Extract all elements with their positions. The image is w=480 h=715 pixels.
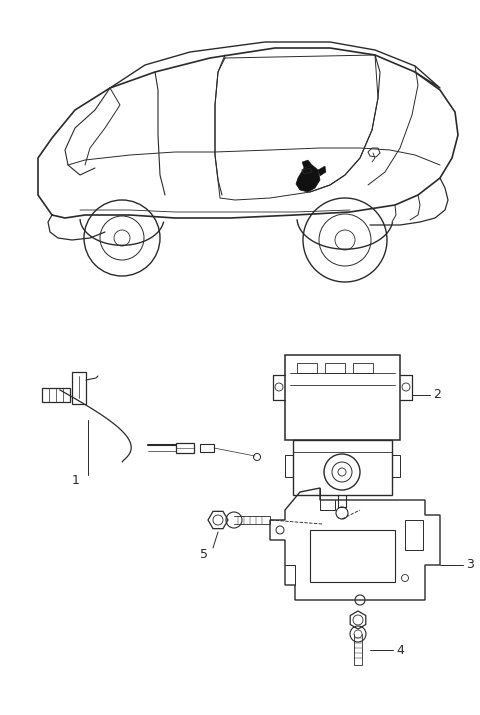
Bar	[176, 443, 194, 453]
Bar	[405, 520, 423, 550]
Bar	[285, 355, 400, 440]
Bar	[297, 363, 317, 373]
Text: 2: 2	[433, 388, 441, 402]
Polygon shape	[302, 160, 312, 168]
Bar	[200, 444, 214, 452]
Text: 4: 4	[396, 644, 404, 656]
Bar	[285, 455, 293, 477]
Polygon shape	[296, 165, 320, 192]
Bar	[42, 388, 70, 402]
Bar	[310, 530, 395, 582]
Text: 3: 3	[466, 558, 474, 571]
Bar	[392, 455, 400, 477]
Text: 5: 5	[200, 548, 208, 561]
Bar	[293, 440, 392, 495]
Bar	[72, 372, 86, 404]
Bar	[325, 363, 345, 373]
Bar	[353, 363, 373, 373]
Text: 1: 1	[72, 473, 80, 486]
Polygon shape	[318, 166, 326, 176]
